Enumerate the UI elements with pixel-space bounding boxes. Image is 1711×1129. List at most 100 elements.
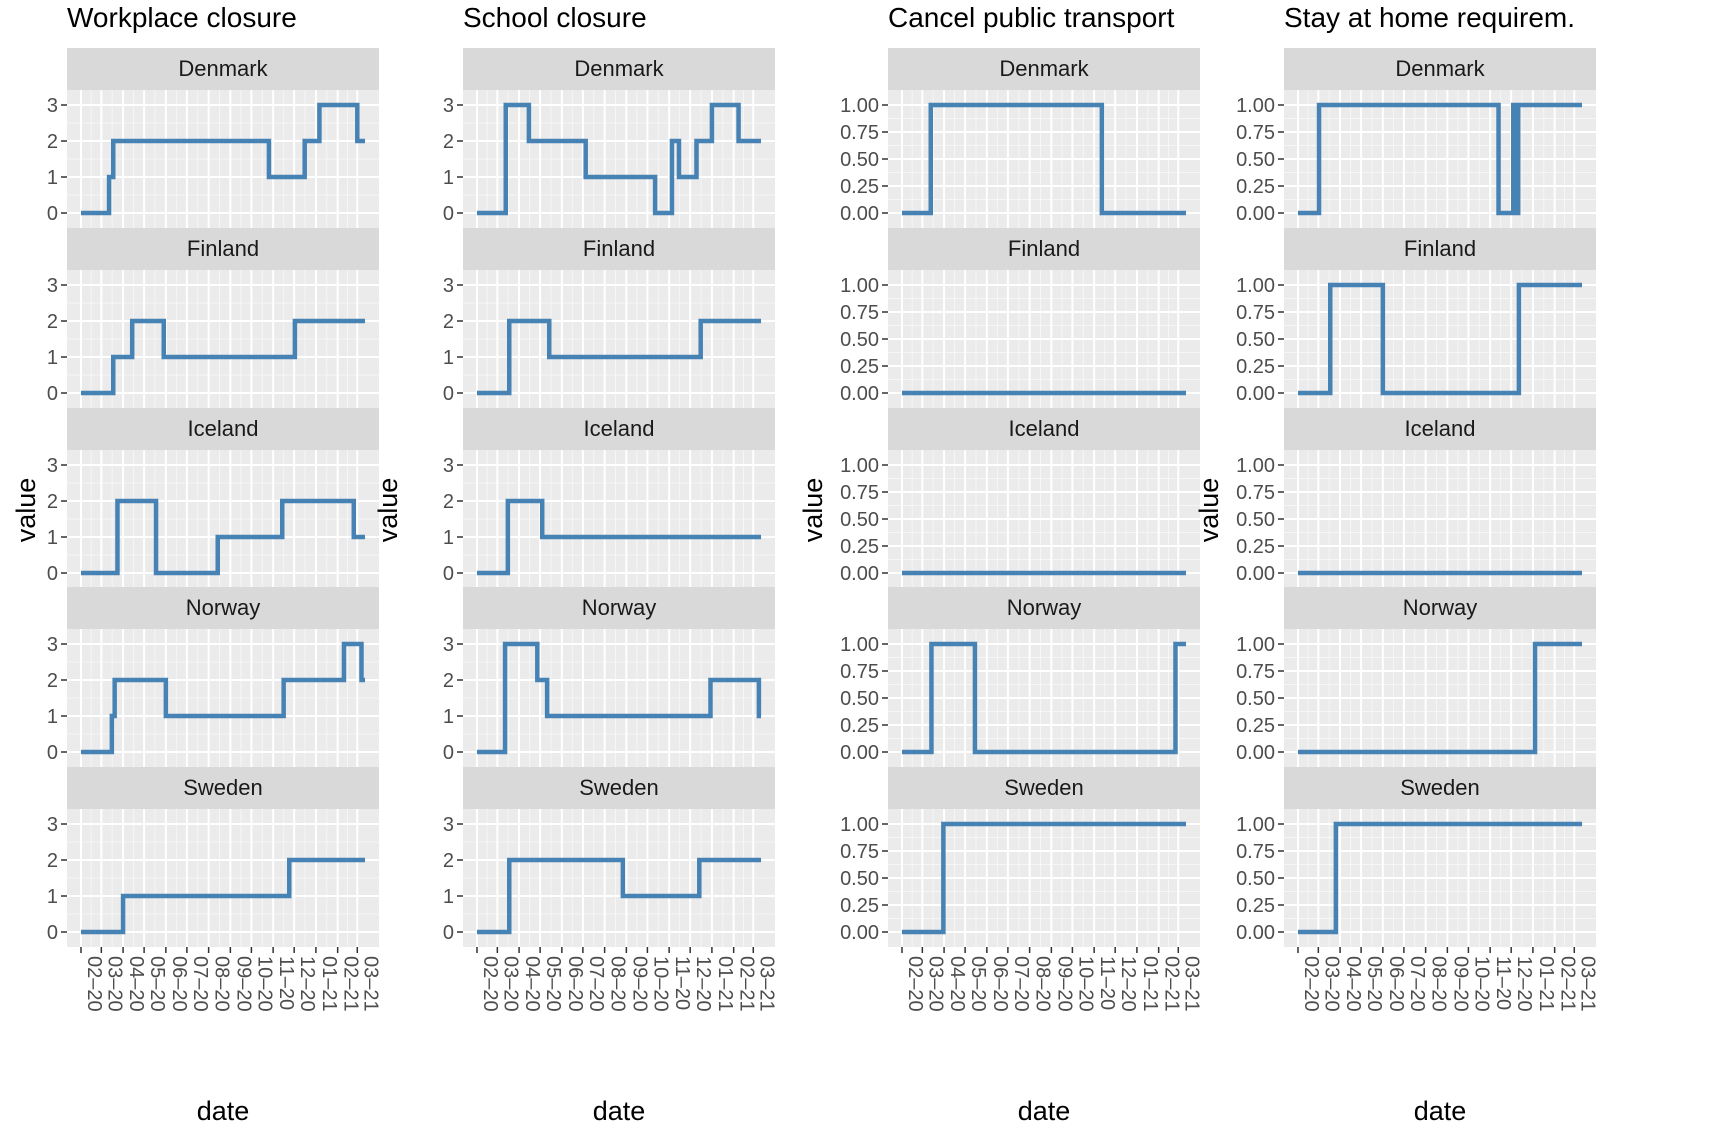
facet-strip-label: Iceland bbox=[584, 416, 655, 441]
data-series-line bbox=[902, 102, 1186, 216]
x-tick-label: 02–21 bbox=[1161, 956, 1183, 1012]
facet-panel: Iceland 0.00 0.25 0.50 0.75 1.00 bbox=[840, 408, 1200, 588]
y-tick-label: 1.00 bbox=[1236, 95, 1275, 117]
x-axis-title: date bbox=[1018, 1096, 1071, 1126]
y-tick-label: 1.00 bbox=[1236, 814, 1275, 836]
y-tick-label: 0 bbox=[47, 203, 58, 225]
chart-title: Stay at home requirem. bbox=[1284, 2, 1575, 33]
facet-strip-label: Iceland bbox=[1405, 416, 1476, 441]
facet-panel: Finland 0 1 2 3 bbox=[47, 228, 379, 408]
y-tick-label: 1.00 bbox=[1236, 455, 1275, 477]
x-tick-label: 05–20 bbox=[146, 956, 168, 1012]
y-tick-label: 1.00 bbox=[840, 634, 879, 656]
data-series-line bbox=[1298, 282, 1582, 396]
x-tick-label: 06–20 bbox=[168, 956, 190, 1012]
y-tick-label: 0.50 bbox=[840, 509, 879, 531]
y-axis-title: value bbox=[798, 478, 828, 543]
facet-strip bbox=[67, 228, 379, 270]
y-tick-label: 2 bbox=[443, 670, 454, 692]
facet-strip bbox=[888, 48, 1200, 90]
x-tick-label: 08–20 bbox=[1428, 956, 1450, 1012]
facet-strip bbox=[888, 408, 1200, 450]
facet-strip bbox=[463, 767, 775, 809]
x-tick-label: 01–21 bbox=[1535, 956, 1557, 1012]
x-tick-label: 02–20 bbox=[1300, 956, 1322, 1012]
facet-panel: Norway 0 1 2 3 bbox=[47, 587, 379, 767]
x-tick-label: 06–20 bbox=[989, 956, 1011, 1012]
y-tick-label: 0.00 bbox=[840, 383, 879, 405]
facet-strip-label: Sweden bbox=[183, 775, 263, 800]
y-tick-label: 0.25 bbox=[1236, 536, 1275, 558]
y-tick-label: 2 bbox=[47, 311, 58, 333]
y-tick-label: 0.00 bbox=[1236, 383, 1275, 405]
y-tick-label: 0.25 bbox=[1236, 356, 1275, 378]
facet-panel: Norway 0 1 2 3 bbox=[443, 587, 775, 767]
x-tick-label: 06–20 bbox=[1385, 956, 1407, 1012]
data-series-line bbox=[477, 857, 761, 935]
x-tick-label: 03–20 bbox=[924, 956, 946, 1012]
y-tick-label: 0.50 bbox=[1236, 149, 1275, 171]
x-tick-label: 04–20 bbox=[125, 956, 147, 1012]
facet-strip bbox=[888, 587, 1200, 629]
facet-panel: Denmark 0.00 0.25 0.50 0.75 1.00 bbox=[1236, 48, 1596, 228]
y-tick-label: 2 bbox=[443, 311, 454, 333]
facet-strip-label: Finland bbox=[187, 236, 259, 261]
x-tick-label: 02–20 bbox=[479, 956, 501, 1012]
y-tick-label: 1 bbox=[443, 706, 454, 728]
y-axis-title: value bbox=[11, 478, 41, 543]
y-tick-label: 0.50 bbox=[1236, 688, 1275, 710]
data-series-line bbox=[477, 318, 761, 396]
x-tick-label: 11–20 bbox=[1096, 956, 1118, 1010]
x-axis-title: date bbox=[1414, 1096, 1467, 1126]
y-tick-label: 1.00 bbox=[840, 814, 879, 836]
chart-title: Cancel public transport bbox=[888, 2, 1175, 33]
y-tick-label: 3 bbox=[443, 455, 454, 477]
x-tick-label: 03–21 bbox=[1576, 956, 1598, 1012]
y-tick-label: 1.00 bbox=[840, 95, 879, 117]
y-tick-label: 0.75 bbox=[1236, 482, 1275, 504]
facet-panel: Finland 0.00 0.25 0.50 0.75 1.00 bbox=[840, 228, 1200, 408]
data-series-line bbox=[477, 498, 761, 576]
y-tick-label: 3 bbox=[47, 814, 58, 836]
facet-strip bbox=[1284, 767, 1596, 809]
y-tick-label: 2 bbox=[47, 670, 58, 692]
facet-strip-label: Denmark bbox=[178, 56, 268, 81]
x-tick-label: 04–20 bbox=[946, 956, 968, 1012]
y-tick-label: 0 bbox=[443, 203, 454, 225]
x-tick-label: 02–21 bbox=[736, 956, 758, 1012]
facet-strip-label: Finland bbox=[1404, 236, 1476, 261]
x-tick-label: 08–20 bbox=[1032, 956, 1054, 1012]
facet-column: Workplace closurevalueDenmark0123Finland… bbox=[11, 2, 381, 1126]
y-tick-label: 0.00 bbox=[1236, 922, 1275, 944]
y-tick-label: 0.75 bbox=[840, 302, 879, 324]
y-tick-label: 0.50 bbox=[1236, 329, 1275, 351]
y-tick-label: 1 bbox=[443, 886, 454, 908]
y-tick-label: 1.00 bbox=[1236, 275, 1275, 297]
y-tick-label: 3 bbox=[443, 814, 454, 836]
facet-panel: Finland 0 1 2 3 bbox=[443, 228, 775, 408]
y-tick-label: 0.25 bbox=[840, 356, 879, 378]
y-tick-label: 2 bbox=[47, 850, 58, 872]
facet-panel: Finland 0.00 0.25 0.50 0.75 1.00 bbox=[1236, 228, 1596, 408]
y-tick-label: 1.00 bbox=[1236, 634, 1275, 656]
y-tick-label: 0 bbox=[47, 383, 58, 405]
y-tick-label: 0.00 bbox=[1236, 563, 1275, 585]
y-tick-label: 3 bbox=[47, 634, 58, 656]
x-tick-label: 06–20 bbox=[564, 956, 586, 1012]
y-tick-label: 0.75 bbox=[840, 482, 879, 504]
y-tick-label: 0.25 bbox=[840, 895, 879, 917]
y-tick-label: 0 bbox=[443, 563, 454, 585]
y-tick-label: 0 bbox=[47, 742, 58, 764]
y-tick-label: 0.25 bbox=[1236, 176, 1275, 198]
x-tick-label: 09–20 bbox=[628, 956, 650, 1012]
data-series-line bbox=[477, 102, 761, 216]
facet-strip bbox=[1284, 48, 1596, 90]
y-tick-label: 3 bbox=[443, 275, 454, 297]
facet-strip-label: Denmark bbox=[574, 56, 664, 81]
y-tick-label: 2 bbox=[443, 850, 454, 872]
x-tick-label: 11–20 bbox=[671, 956, 693, 1010]
y-tick-label: 0 bbox=[443, 922, 454, 944]
